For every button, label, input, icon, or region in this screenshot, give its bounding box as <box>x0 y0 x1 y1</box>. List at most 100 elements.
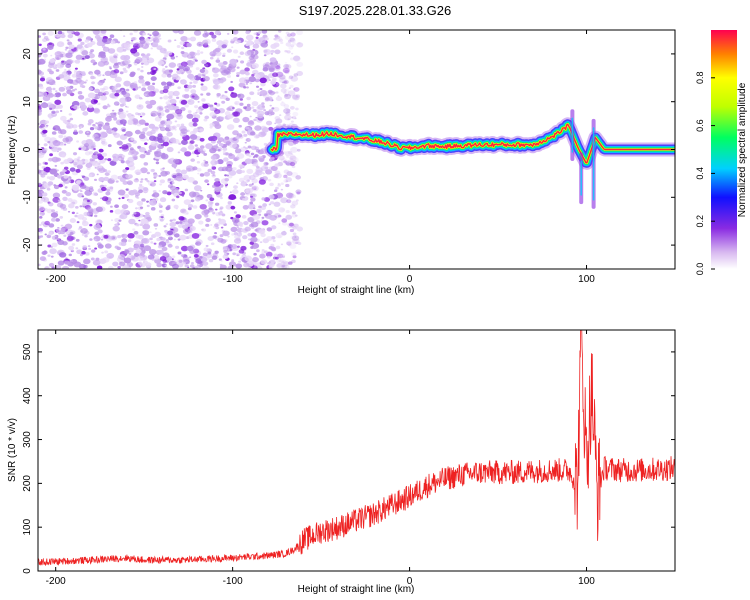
spectrogram-noise-blob <box>231 259 235 262</box>
spectrogram-noise-blob <box>200 51 204 54</box>
spectrogram-noise-blob <box>253 72 256 75</box>
spectrogram-ridge <box>264 109 675 209</box>
spectrogram-noise-blob <box>289 161 296 167</box>
spectrogram-noise-blob <box>255 74 261 79</box>
spectrogram-noise-blob <box>275 186 279 190</box>
spectrogram-noise-blob <box>137 43 144 48</box>
spectrogram-noise-blob <box>209 51 217 57</box>
spectrogram-noise-blob <box>158 174 162 178</box>
spectrogram-noise <box>38 30 304 269</box>
spectrogram-noise-blob <box>59 110 63 112</box>
spectrogram-noise-blob <box>66 39 70 42</box>
spectrogram-noise-blob <box>41 192 48 197</box>
spectrogram-noise-blob <box>233 185 238 189</box>
spectrogram-noise-blob <box>285 210 290 214</box>
spectrogram-noise-blob <box>191 117 199 123</box>
spectrogram-noise-blob <box>281 264 285 268</box>
spectrogram-noise-blob <box>279 114 282 117</box>
spectrogram-noise-blob <box>39 119 48 126</box>
spectrogram-noise-blob <box>283 64 290 69</box>
spectrogram-noise-blob <box>59 252 67 258</box>
spectrogram-noise-blob <box>247 266 251 269</box>
spectrogram-noise-blob <box>38 58 46 65</box>
spectrogram-noise-blob <box>101 38 108 43</box>
spectrogram-noise-blob <box>192 191 200 198</box>
spectrogram-noise-blob <box>187 203 194 208</box>
spectrogram-noise-blob <box>100 30 107 34</box>
spectrogram-noise-blob <box>112 153 119 159</box>
spectrogram-noise-blob <box>166 120 173 125</box>
spectrogram-noise-blob <box>51 217 57 222</box>
spectrogram-noise-blob <box>40 102 49 109</box>
spectrogram-noise-blob <box>290 158 294 161</box>
spectrogram-noise-blob <box>48 175 55 181</box>
spectrogram-noise-blob <box>176 45 181 49</box>
spectrogram-noise-blob <box>288 87 291 90</box>
spectrogram-noise-blob <box>205 244 209 248</box>
spectrogram-noise-blob <box>224 152 229 156</box>
spectrogram-noise-blob <box>247 138 251 141</box>
spectrogram-noise-blob <box>86 131 89 134</box>
spectrogram-noise-blob <box>42 53 48 58</box>
spectrogram-noise-blob <box>200 83 204 86</box>
spectrogram-noise-blob <box>219 206 224 210</box>
spectrogram-noise-blob <box>127 239 132 243</box>
spectrogram-noise-blob <box>200 257 208 262</box>
spectrogram-noise-blob <box>280 182 284 185</box>
spectrogram-noise-blob <box>127 152 132 156</box>
spectrogram-noise-blob <box>291 52 294 55</box>
spectrogram-noise-blob <box>141 237 150 244</box>
spectrogram-noise-blob <box>97 102 101 106</box>
spectrogram-noise-blob <box>278 30 282 33</box>
spectrogram-noise-blob <box>252 43 260 49</box>
spectrogram-noise-blob <box>245 30 251 35</box>
spectrogram-noise-blob <box>56 237 60 241</box>
spectrogram-noise-blob <box>178 216 185 221</box>
spectrogram-noise-blob <box>187 84 193 89</box>
spectrogram-noise-blob <box>248 183 253 187</box>
spectrogram-noise-blob <box>194 213 202 220</box>
spectrogram-noise-blob <box>182 256 190 262</box>
spectrogram-noise-blob <box>138 183 143 187</box>
spectrogram-noise-blob <box>280 102 286 107</box>
spectrogram-noise-blob <box>232 130 239 136</box>
spectrogram-noise-blob <box>49 107 53 111</box>
spectrogram-noise-blob <box>251 73 255 77</box>
spectrogram-noise-blob <box>214 123 222 129</box>
spectrogram-noise-blob <box>286 33 292 37</box>
spectrogram-noise-blob <box>209 112 216 117</box>
spectrogram-noise-blob <box>147 217 150 220</box>
spectrogram-noise-blob <box>114 223 120 227</box>
spectrogram-noise-blob <box>292 211 296 215</box>
spectrogram-noise-blob <box>270 259 276 264</box>
spectrogram-noise-blob <box>73 261 82 268</box>
spectrogram-noise-blob <box>125 174 131 179</box>
spectrogram-noise-blob <box>287 194 294 200</box>
spectrogram-noise-blob <box>283 80 288 84</box>
spectrogram-noise-blob <box>94 166 97 169</box>
spectrogram-noise-blob <box>47 183 52 186</box>
spectrogram-noise-blob <box>165 207 170 211</box>
spectrogram-noise-blob <box>54 64 58 67</box>
spectrogram-noise-blob <box>113 117 117 120</box>
spectrogram-noise-blob <box>61 154 66 158</box>
spectrogram-y-tick-label: -10 <box>22 190 33 205</box>
spectrogram-noise-blob <box>212 174 215 177</box>
spectrogram-noise-blob <box>289 154 296 160</box>
spectrogram-noise-blob <box>211 34 217 39</box>
spectrogram-noise-blob <box>270 43 278 49</box>
spectrogram-noise-blob <box>264 37 269 41</box>
spectrogram-noise-blob <box>211 184 216 188</box>
spectrogram-noise-blob <box>113 55 118 59</box>
spectrogram-noise-blob <box>287 118 290 121</box>
spectrogram-noise-blob <box>261 197 266 201</box>
spectrogram-noise-blob <box>56 174 63 179</box>
spectrogram-noise-blob <box>248 174 256 181</box>
spectrogram-noise-blob <box>232 63 237 67</box>
spectrogram-noise-blob <box>83 176 90 181</box>
spectrogram-noise-blob <box>57 260 65 266</box>
spectrogram-noise-blob <box>241 214 247 219</box>
spectrogram-noise-blob <box>261 249 265 252</box>
spectrogram-noise-blob <box>274 215 277 218</box>
spectrogram-noise-blob <box>114 208 122 215</box>
